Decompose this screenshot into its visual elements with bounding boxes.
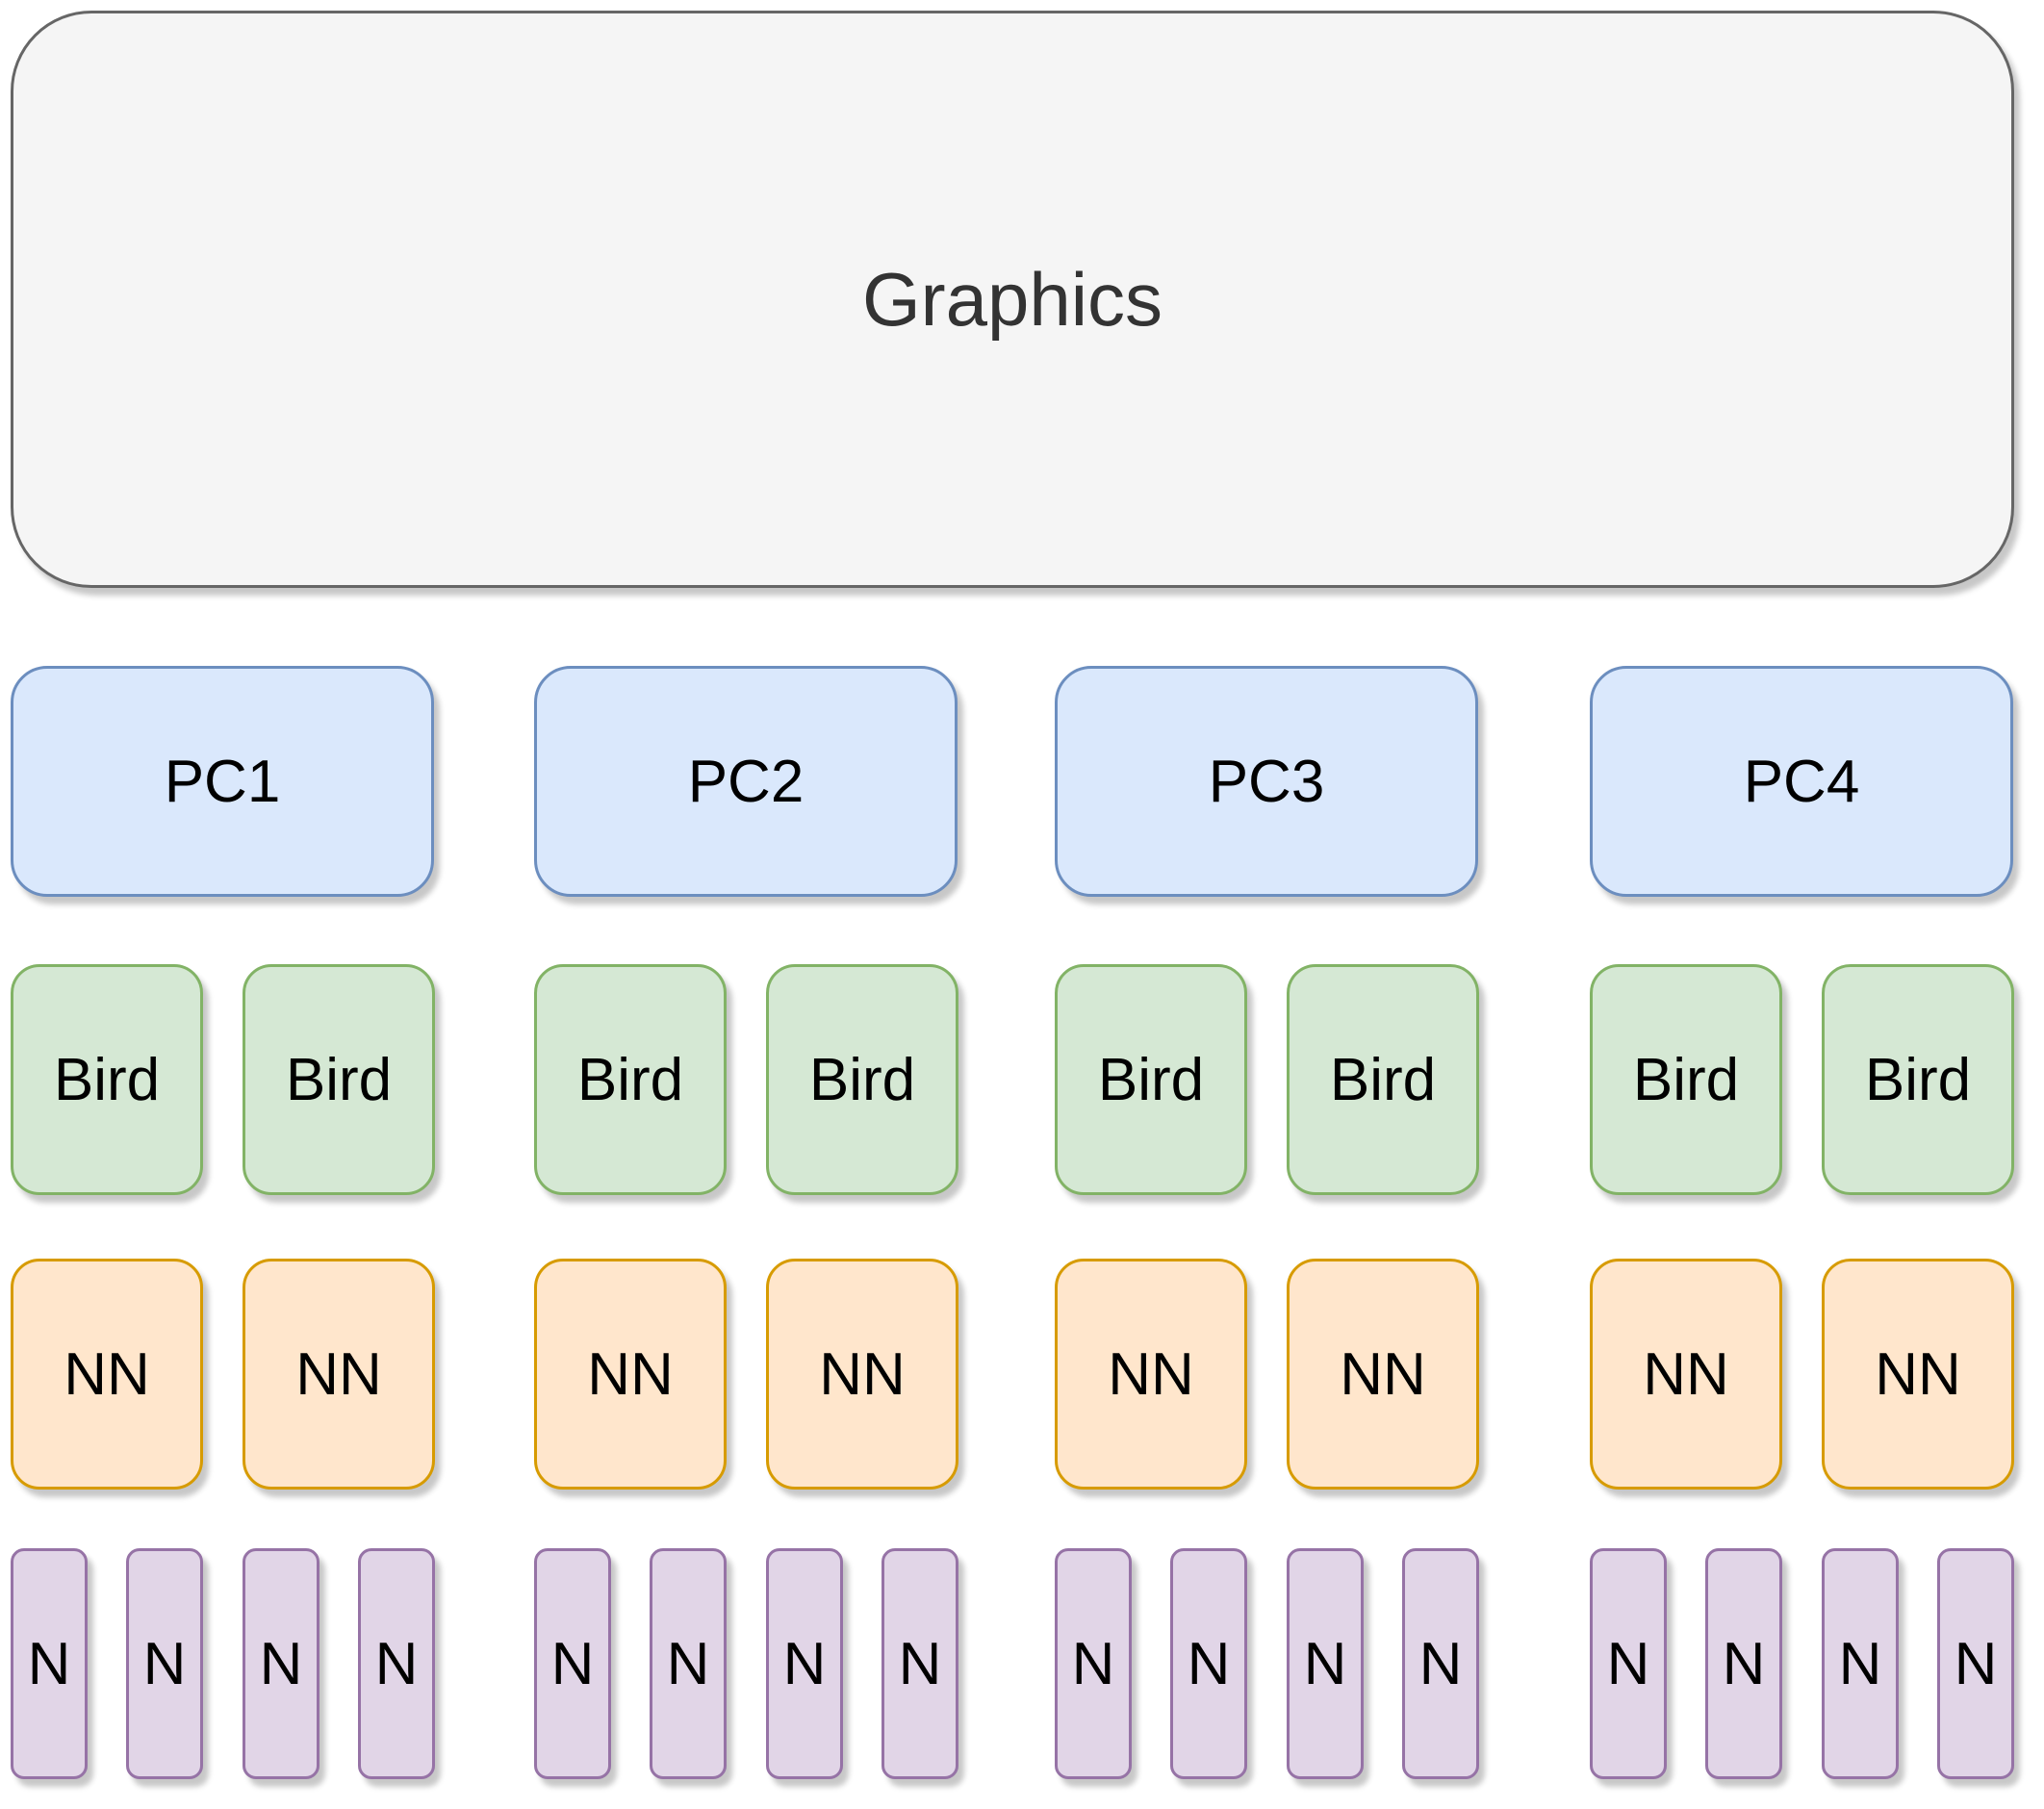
bird-box: Bird xyxy=(1590,964,1782,1195)
n-box: N xyxy=(1822,1548,1899,1779)
graphics-box: Graphics xyxy=(11,11,2014,588)
bird-box: Bird xyxy=(534,964,727,1195)
nn-box: NN xyxy=(1822,1259,2014,1490)
n-box: N xyxy=(1402,1548,1479,1779)
n-box: N xyxy=(1590,1548,1667,1779)
nn-box: NN xyxy=(1287,1259,1479,1490)
pc-box-4: PC4 xyxy=(1590,666,2013,897)
bird-box: Bird xyxy=(1287,964,1479,1195)
nn-box: NN xyxy=(11,1259,203,1490)
n-box: N xyxy=(126,1548,203,1779)
n-box: N xyxy=(534,1548,611,1779)
pc-box-2: PC2 xyxy=(534,666,958,897)
bird-box: Bird xyxy=(11,964,203,1195)
nn-box: NN xyxy=(766,1259,958,1490)
nn-box: NN xyxy=(1590,1259,1782,1490)
n-box: N xyxy=(11,1548,88,1779)
pc-box-1: PC1 xyxy=(11,666,434,897)
n-box: N xyxy=(1055,1548,1132,1779)
pc-box-3: PC3 xyxy=(1055,666,1478,897)
n-box: N xyxy=(766,1548,843,1779)
n-box: N xyxy=(1170,1548,1247,1779)
n-box: N xyxy=(358,1548,435,1779)
bird-box: Bird xyxy=(243,964,435,1195)
n-box: N xyxy=(1937,1548,2014,1779)
n-box: N xyxy=(1287,1548,1364,1779)
n-box: N xyxy=(243,1548,319,1779)
n-box: N xyxy=(881,1548,958,1779)
n-box: N xyxy=(650,1548,727,1779)
bird-box: Bird xyxy=(1055,964,1247,1195)
nn-box: NN xyxy=(534,1259,727,1490)
bird-box: Bird xyxy=(1822,964,2014,1195)
n-box: N xyxy=(1705,1548,1782,1779)
nn-box: NN xyxy=(1055,1259,1247,1490)
bird-box: Bird xyxy=(766,964,958,1195)
nn-box: NN xyxy=(243,1259,435,1490)
